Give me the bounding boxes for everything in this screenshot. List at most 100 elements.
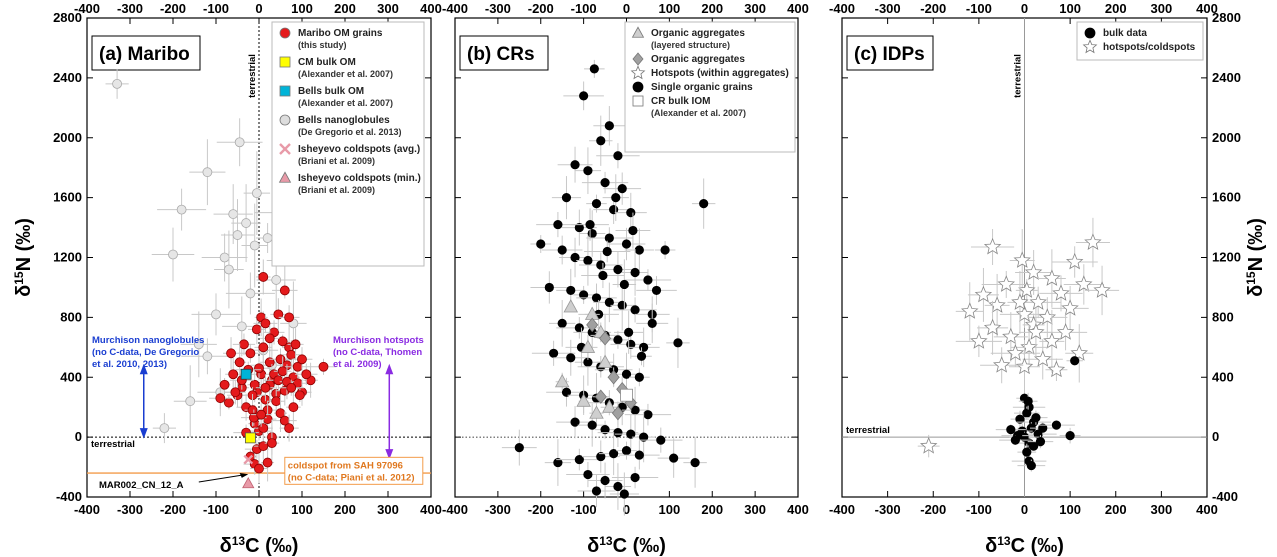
data-point bbox=[1006, 344, 1025, 361]
x-tick-label: 100 bbox=[291, 502, 313, 517]
data-point bbox=[1047, 360, 1066, 378]
x-tick-label: -400 bbox=[74, 502, 100, 517]
data-point bbox=[236, 321, 247, 332]
panel-label: (a) Maribo bbox=[99, 44, 190, 65]
y-tick-label: 0 bbox=[1212, 429, 1219, 444]
series-isheyevo-coldspots-min- bbox=[242, 476, 255, 489]
panel-1: -400-400-300-300-200-200-100-10000100100… bbox=[12, 1, 442, 557]
legend-marker bbox=[632, 52, 644, 66]
legend-sublabel: (Alexander et al. 2007) bbox=[298, 69, 393, 79]
data-point bbox=[176, 204, 187, 215]
data-point bbox=[583, 166, 593, 176]
legend-sublabel: (Alexander et al. 2007) bbox=[651, 108, 746, 118]
data-point bbox=[630, 305, 640, 315]
data-point bbox=[264, 333, 275, 344]
x-tick-label-top: -200 bbox=[920, 1, 946, 16]
data-point bbox=[297, 354, 307, 365]
data-point bbox=[288, 402, 299, 413]
y-axis-title: δ15N (‰) bbox=[1244, 218, 1267, 297]
data-point bbox=[286, 349, 297, 360]
data-point bbox=[1015, 414, 1025, 424]
panel-label-box bbox=[459, 35, 549, 71]
x-tick-label: -400 bbox=[442, 502, 468, 517]
legend-sublabel: (De Gregorio et al. 2013) bbox=[298, 127, 402, 137]
data-point bbox=[1011, 293, 1029, 310]
data-point bbox=[514, 443, 524, 453]
data-point bbox=[234, 357, 245, 368]
x-tick-label-top: 400 bbox=[420, 1, 442, 16]
panel-label: (b) CRs bbox=[467, 44, 535, 65]
legend-label: bulk data bbox=[1103, 28, 1147, 39]
data-point bbox=[983, 237, 1002, 255]
x-tick-label: 0 bbox=[623, 502, 630, 517]
data-point bbox=[254, 363, 264, 374]
data-point bbox=[112, 78, 122, 89]
x-axis-title: δ13C (‰) bbox=[985, 534, 1064, 557]
legend-label: Bells nanoglobules bbox=[298, 115, 390, 126]
data-point bbox=[554, 374, 570, 388]
series-cr-bulk-iom bbox=[620, 388, 633, 402]
legend-marker bbox=[279, 27, 291, 39]
legend-sublabel: (this study) bbox=[298, 40, 347, 50]
data-point bbox=[613, 151, 623, 161]
y-tick-label: -400 bbox=[1212, 489, 1238, 504]
data-point bbox=[600, 425, 610, 435]
data-point bbox=[974, 285, 993, 303]
data-point bbox=[228, 369, 239, 380]
legend-item: bulk data bbox=[1084, 27, 1147, 39]
data-point bbox=[624, 327, 634, 337]
legend-item: CR bulk IOM(Alexander et al. 2007) bbox=[632, 95, 746, 118]
data-point bbox=[563, 299, 579, 313]
y-tick-label: 2000 bbox=[1212, 130, 1241, 145]
data-point bbox=[561, 193, 572, 203]
murchison-nano-label: et al. 2010, 2013) bbox=[92, 359, 167, 370]
data-point bbox=[566, 353, 576, 363]
data-point bbox=[258, 272, 269, 282]
series-cm-bulk-om bbox=[244, 432, 256, 444]
legend-item: Organic aggregates(layered structure) bbox=[631, 26, 745, 50]
data-point bbox=[611, 405, 624, 421]
legend-box bbox=[624, 21, 796, 153]
murchison-hot-label: Murchison hotspots bbox=[333, 335, 424, 346]
x-tick-label: -300 bbox=[875, 502, 901, 517]
mar002-arrow bbox=[198, 474, 247, 483]
y-tick-label: 2400 bbox=[1212, 70, 1241, 85]
data-point bbox=[1065, 252, 1084, 270]
data-point bbox=[583, 255, 593, 266]
data-point bbox=[604, 297, 614, 308]
x-tick-label-top: 300 bbox=[744, 1, 766, 16]
x-tick-label-top: 300 bbox=[377, 1, 399, 16]
data-point bbox=[639, 432, 649, 442]
murchison-nano-label: (no C-data, De Gregorio bbox=[92, 347, 199, 358]
legend-item: CM bulk OM(Alexander et al. 2007) bbox=[279, 56, 393, 79]
data-point bbox=[1015, 357, 1034, 375]
data-point bbox=[583, 469, 593, 480]
y-tick-label: 400 bbox=[1212, 369, 1234, 384]
data-point bbox=[600, 475, 610, 486]
legend-label: Organic aggregates bbox=[651, 28, 745, 39]
x-tick-label: -200 bbox=[160, 502, 186, 517]
x-tick-label: 100 bbox=[1059, 502, 1081, 517]
legend-marker bbox=[278, 171, 292, 183]
data-point bbox=[591, 486, 602, 496]
x-tick-label-top: -200 bbox=[160, 1, 186, 16]
x-tick-label: 0 bbox=[1021, 502, 1028, 517]
data-point bbox=[576, 393, 591, 407]
data-point bbox=[1018, 281, 1036, 298]
data-point bbox=[587, 228, 597, 239]
legend-label: CR bulk IOM bbox=[651, 96, 710, 107]
mar002-label: MAR002_CN_12_A bbox=[99, 480, 184, 491]
data-point bbox=[168, 249, 178, 260]
data-point bbox=[960, 302, 979, 319]
y-tick-label: -400 bbox=[56, 489, 82, 504]
x-tick-label: 300 bbox=[377, 502, 399, 517]
series-bulk-data bbox=[995, 356, 1083, 472]
data-point bbox=[262, 457, 273, 468]
x-tick-label-top: 100 bbox=[1059, 1, 1081, 16]
data-point bbox=[602, 399, 617, 413]
data-point bbox=[617, 300, 627, 310]
data-point bbox=[232, 230, 243, 240]
data-point bbox=[602, 246, 612, 257]
data-point bbox=[553, 219, 563, 230]
data-point bbox=[1043, 269, 1061, 286]
